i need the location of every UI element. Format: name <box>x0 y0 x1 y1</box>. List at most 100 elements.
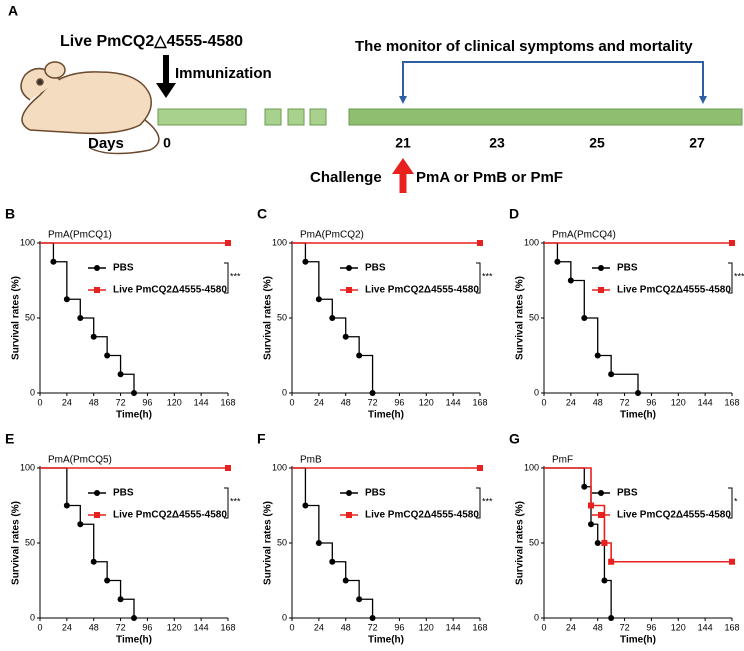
marker <box>342 577 349 584</box>
day: 21 <box>395 135 411 151</box>
x-axis-label: Time(h) <box>368 635 404 646</box>
x-tick-label: 120 <box>167 622 182 632</box>
legend-label: PBS <box>617 263 638 274</box>
x-axis-label: Time(h) <box>368 410 404 421</box>
marker <box>131 390 137 396</box>
marker <box>601 540 608 546</box>
x-tick-label: 168 <box>472 622 487 632</box>
legend-marker <box>598 512 604 518</box>
legend-label: Live PmCQ2Δ4555-4580 <box>617 285 731 296</box>
x-tick-label: 24 <box>566 397 576 407</box>
marker <box>588 521 594 528</box>
legend-marker <box>598 265 604 271</box>
x-tick-label: 0 <box>37 397 42 407</box>
marker <box>581 315 588 321</box>
marker <box>77 521 84 528</box>
significance: * <box>734 496 738 506</box>
marker <box>588 502 594 509</box>
marker <box>581 483 588 490</box>
x-tick-label: 24 <box>314 397 324 407</box>
marker <box>594 352 601 359</box>
y-tick-label: 50 <box>277 537 287 547</box>
x-tick-label: 24 <box>62 622 72 632</box>
y-tick-label: 100 <box>524 462 539 472</box>
marker <box>63 296 70 303</box>
marker <box>477 465 483 471</box>
legend-marker <box>94 265 100 271</box>
marker <box>356 596 363 603</box>
x-tick-label: 0 <box>289 622 294 632</box>
legend-marker <box>598 490 604 496</box>
x-tick-label: 48 <box>593 397 603 407</box>
x-tick-label: 0 <box>541 622 546 632</box>
marker <box>302 258 309 265</box>
legend-marker <box>94 287 100 293</box>
legend-label: Live PmCQ2Δ4555-4580 <box>365 285 479 296</box>
y-tick-label: 50 <box>529 312 539 322</box>
significance-bracket <box>728 262 733 294</box>
significance-bracket <box>476 262 481 294</box>
x-tick-label: 48 <box>341 397 351 407</box>
y-axis-label: Survival rates (%) <box>11 501 22 585</box>
x-tick-label: 0 <box>289 397 294 407</box>
x-tick-label: 72 <box>368 397 378 407</box>
marker <box>356 352 363 359</box>
x-tick-label: 168 <box>724 622 739 632</box>
y-tick-label: 100 <box>20 237 35 247</box>
marker <box>477 240 483 246</box>
survival-line <box>544 467 732 563</box>
significance-bracket <box>224 487 229 519</box>
day: 25 <box>589 135 605 151</box>
x-tick-label: 24 <box>62 397 72 407</box>
x-tick-label: 48 <box>593 622 603 632</box>
marker <box>329 315 336 321</box>
timeline <box>157 108 743 126</box>
legend-marker <box>598 287 604 293</box>
legend-marker <box>94 490 100 496</box>
x-tick-label: 48 <box>89 622 99 632</box>
chart-title: PmA(PmCQ2) <box>300 230 364 241</box>
significance-bracket <box>224 262 229 294</box>
y-tick-label: 100 <box>20 462 35 472</box>
x-tick-label: 144 <box>194 622 209 632</box>
significance: *** <box>482 496 493 506</box>
marker <box>342 333 349 340</box>
marker <box>554 258 561 265</box>
x-tick-label: 144 <box>194 397 209 407</box>
legend-marker <box>346 490 352 496</box>
x-tick-label: 24 <box>566 622 576 632</box>
marker <box>117 596 124 603</box>
marker <box>369 615 376 621</box>
legend-label: PBS <box>617 488 638 499</box>
x-tick-label: 120 <box>419 397 434 407</box>
y-tick-label: 50 <box>25 537 35 547</box>
x-tick-label: 24 <box>314 622 324 632</box>
x-tick-label: 72 <box>116 622 126 632</box>
monitor-label: The monitor of clinical symptoms and mor… <box>355 38 693 55</box>
legend-label: PBS <box>365 488 386 499</box>
arrow-head <box>392 158 414 174</box>
significance: *** <box>482 271 493 281</box>
x-tick-label: 0 <box>541 397 546 407</box>
marker <box>567 277 574 284</box>
x-tick-label: 0 <box>37 622 42 632</box>
mouse <box>20 61 160 155</box>
marker <box>77 315 84 321</box>
y-tick-label: 0 <box>282 387 287 397</box>
marker <box>608 558 615 565</box>
x-tick-label: 168 <box>472 397 487 407</box>
x-tick-label: 120 <box>671 622 686 632</box>
x-tick-label: 144 <box>698 622 713 632</box>
significance: *** <box>734 271 744 281</box>
x-tick-label: 96 <box>142 397 152 407</box>
x-axis-label: Time(h) <box>116 410 152 421</box>
x-tick-label: 120 <box>419 622 434 632</box>
x-axis-label: Time(h) <box>116 635 152 646</box>
y-tick-label: 50 <box>529 537 539 547</box>
legend-label: Live PmCQ2Δ4555-4580 <box>113 510 227 521</box>
arrow-head <box>156 83 176 98</box>
y-tick-label: 100 <box>272 462 287 472</box>
marker <box>50 258 57 265</box>
legend-label: Live PmCQ2Δ4555-4580 <box>113 285 227 296</box>
x-tick-label: 168 <box>724 397 739 407</box>
